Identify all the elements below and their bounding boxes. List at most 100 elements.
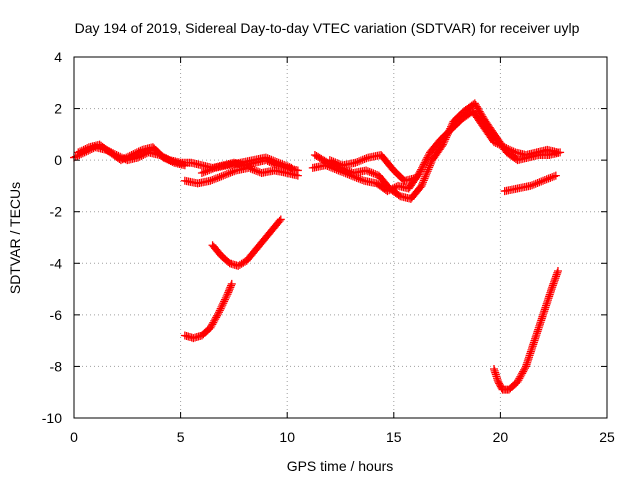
data-marker [441,135,450,144]
data-marker [134,147,143,156]
data-marker [226,168,235,177]
data-marker [418,163,427,172]
data-marker [265,155,274,164]
data-marker [83,144,92,153]
data-marker [365,167,374,176]
data-marker [272,157,281,166]
data-marker [216,304,225,313]
data-marker [203,166,212,175]
data-marker [442,131,451,140]
y-tick-label: 0 [54,152,62,168]
data-marker [356,156,365,165]
data-marker [135,152,144,161]
data-marker [213,173,222,182]
data-marker [363,167,372,176]
data-point [214,308,223,317]
x-tick-label: 25 [599,429,615,445]
data-marker [166,157,175,166]
data-marker [369,169,378,178]
data-marker [124,152,133,161]
series-arc-5 [180,279,236,343]
data-point [526,181,535,190]
data-point [219,171,228,180]
data-marker [542,175,551,184]
data-marker [278,160,287,169]
data-marker [210,175,219,184]
data-marker [447,121,456,130]
data-marker [76,147,85,156]
data-marker [136,146,145,155]
data-marker [420,174,429,183]
data-marker [225,285,234,294]
data-marker [125,151,134,160]
data-marker [427,157,436,166]
data-marker [537,177,546,186]
data-marker [137,151,146,160]
data-marker [207,322,216,331]
x-tick-label: 15 [386,429,402,445]
data-marker [550,172,559,181]
data-marker [367,168,376,177]
data-point [116,156,125,165]
data-point [180,161,189,170]
y-tick-label: -2 [50,204,63,220]
data-marker [217,302,226,311]
data-point [362,166,371,175]
data-marker [437,142,446,151]
data-marker [322,157,331,166]
data-marker [423,153,432,162]
data-marker [419,178,428,187]
data-marker [222,170,231,179]
y-axis-label: SDTVAR / TECUs [7,182,23,294]
data-marker [540,176,549,185]
data-point [206,323,215,332]
data-marker [358,176,367,185]
x-axis-label: GPS time / hours [287,458,394,474]
data-point [206,176,215,185]
x-tick-label: 10 [279,429,295,445]
plot-frame [73,56,608,419]
data-marker [217,172,226,181]
data-marker [516,372,525,381]
data-point [325,156,334,165]
data-marker [283,162,292,171]
data-marker [212,313,221,322]
data-marker [424,151,433,160]
data-marker [421,172,430,181]
ticks: 0 5 10 15 20 25 -10 -8 -6 -4 -2 0 2 4 [42,49,615,445]
x-tick-label: 5 [177,429,185,445]
data-marker [79,145,88,154]
data-marker [73,151,82,160]
series-arc-2 [74,140,189,170]
x-tick-label: 20 [493,429,509,445]
data-marker [528,181,537,190]
data-marker [164,156,173,165]
data-marker [205,166,214,175]
data-marker [215,306,224,315]
data-marker [442,133,451,142]
chart-title: Day 194 of 2019, Sidereal Day-to-day VTE… [75,20,580,36]
data-marker [329,157,338,166]
data-marker [214,309,223,318]
data-marker [221,293,230,302]
data-marker [426,159,435,168]
data-marker [360,155,369,164]
data-point [261,153,270,162]
data-marker [161,154,170,163]
data-marker [252,166,261,175]
data-marker [163,155,172,164]
data-marker [334,159,343,168]
data-marker [425,161,434,170]
data-point [244,163,253,172]
data-marker [533,178,542,187]
data-marker [224,288,233,297]
data-marker [424,165,433,174]
data-marker [208,176,217,185]
data-marker [215,173,224,182]
data-marker [443,129,452,138]
data-marker [227,281,236,290]
data-marker [417,165,426,174]
data-marker [199,168,208,177]
data-marker [207,165,216,174]
